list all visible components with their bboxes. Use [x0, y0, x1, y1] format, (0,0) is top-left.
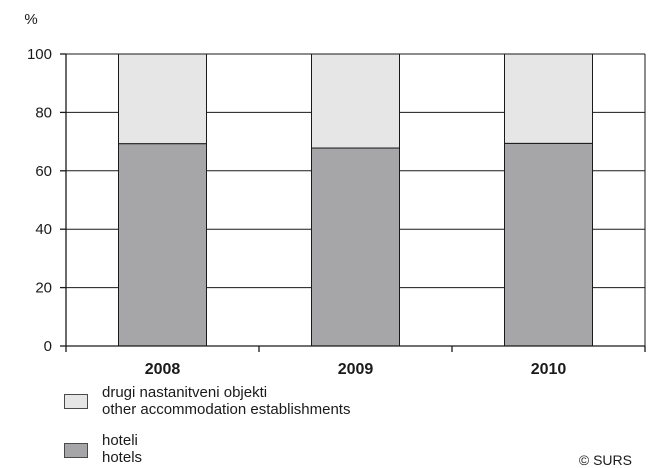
legend-swatch-hotels [64, 443, 88, 458]
y-tick-label-80: 80 [35, 104, 52, 121]
y-tick-label-60: 60 [35, 163, 52, 180]
legend-label-other-sl: drugi nastanitveni objekti [102, 384, 268, 401]
stacked-bar-chart: 2008 2009 2010 0 20 40 60 80 100 % [24, 11, 646, 378]
axes [60, 53, 646, 352]
bar-2008-series-1 [118, 53, 207, 145]
y-axis-unit-label: % [24, 11, 37, 28]
x-tick-label-2009: 2009 [338, 361, 374, 378]
bar-2009-series-0 [311, 147, 400, 347]
bars [118, 53, 593, 347]
legend-swatch-other [64, 394, 88, 409]
x-tick-label-2008: 2008 [145, 361, 181, 378]
bar-2008-series-0 [118, 143, 207, 347]
bar-2009-series-1 [311, 53, 400, 149]
bar-2010-series-1 [504, 53, 593, 144]
y-tick-label-40: 40 [35, 221, 52, 238]
legend-label-hotels-sl: hoteli [102, 432, 138, 449]
tick-labels: 2008 2009 2010 0 20 40 60 80 100 [27, 46, 566, 378]
legend-label-hotels-en: hotels [102, 449, 143, 466]
bar-2010-series-0 [504, 142, 593, 347]
y-tick-label-0: 0 [44, 338, 52, 355]
copyright-label: © SURS [578, 452, 632, 468]
legend-label-other-en: other accommodation establishments [102, 401, 351, 418]
y-tick-label-100: 100 [27, 46, 52, 63]
x-tick-label-2010: 2010 [531, 361, 567, 378]
y-tick-label-20: 20 [35, 280, 52, 297]
